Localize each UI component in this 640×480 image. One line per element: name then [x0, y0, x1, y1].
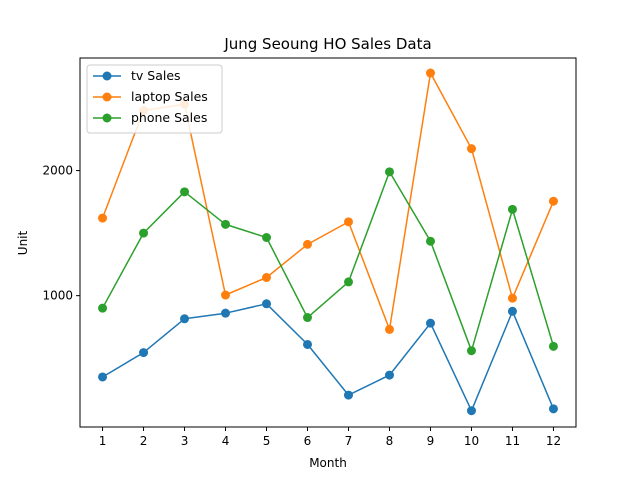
- x-tick-label: 6: [304, 434, 312, 448]
- data-point: [425, 68, 435, 78]
- x-tick-label: 7: [345, 434, 353, 448]
- y-tick-label: 1000: [42, 289, 73, 303]
- data-point: [466, 144, 476, 154]
- data-point: [139, 228, 149, 238]
- legend-item-tv: tv Sales: [93, 68, 181, 83]
- data-point: [139, 348, 149, 358]
- series-line: [101, 171, 555, 352]
- data-point: [262, 232, 272, 242]
- x-tick-label: 9: [427, 434, 435, 448]
- data-point: [384, 167, 394, 177]
- data-point: [98, 213, 108, 223]
- series-2: [98, 167, 558, 356]
- data-point: [425, 236, 435, 246]
- legend-marker-laptop: [102, 92, 112, 102]
- data-point: [262, 273, 272, 283]
- x-tick-label: 3: [181, 434, 189, 448]
- data-point: [343, 390, 353, 400]
- data-point: [98, 303, 108, 313]
- data-point: [425, 318, 435, 328]
- series-line: [102, 303, 555, 412]
- plot-frame: [79, 57, 577, 428]
- legend-item-phone: phone Sales: [93, 110, 207, 125]
- data-point: [180, 314, 190, 324]
- data-point: [507, 293, 517, 303]
- y-axis-label: Unit: [16, 230, 30, 255]
- legend-box: [86, 64, 223, 134]
- data-point: [384, 324, 394, 334]
- data-point: [507, 204, 517, 214]
- legend-label-phone: phone Sales: [131, 110, 207, 125]
- series-0: [98, 299, 558, 416]
- data-point: [221, 219, 231, 229]
- data-point: [384, 370, 394, 380]
- data-point: [466, 346, 476, 356]
- x-tick-label: 11: [505, 434, 520, 448]
- legend-item-laptop: laptop Sales: [93, 89, 208, 104]
- legend: tv Sales laptop Sales phone Sales: [86, 64, 223, 134]
- x-tick-label: 4: [222, 434, 230, 448]
- data-point: [98, 372, 108, 382]
- x-tick-label: 1: [99, 434, 107, 448]
- x-tick-label: 8: [386, 434, 394, 448]
- y-axis-ticks: 1000 2000: [42, 164, 80, 303]
- data-point: [180, 187, 190, 197]
- data-point: [262, 299, 272, 309]
- legend-label-laptop: laptop Sales: [131, 89, 208, 104]
- data-point: [303, 239, 313, 249]
- data-point: [343, 277, 353, 287]
- legend-label-tv: tv Sales: [131, 68, 181, 83]
- x-tick-label: 5: [263, 434, 271, 448]
- x-axis-label: Month: [309, 456, 347, 470]
- data-point: [303, 313, 313, 323]
- chart-title: Jung Seoung HO Sales Data: [223, 35, 431, 53]
- y-tick-label: 2000: [42, 164, 73, 178]
- data-point: [466, 406, 476, 416]
- data-point: [303, 339, 313, 349]
- data-point: [548, 196, 558, 206]
- x-tick-label: 10: [464, 434, 479, 448]
- data-point: [548, 404, 558, 414]
- legend-marker-tv: [102, 71, 112, 81]
- data-point: [343, 217, 353, 227]
- x-axis-ticks: 1 2 3 4 5 6 7 8 9 10 11 12: [99, 427, 561, 448]
- data-point: [221, 290, 231, 300]
- x-tick-label: 12: [546, 434, 561, 448]
- x-tick-label: 2: [140, 434, 148, 448]
- data-point: [507, 306, 517, 316]
- data-point: [548, 341, 558, 351]
- data-point: [221, 308, 231, 318]
- legend-marker-phone: [102, 113, 112, 123]
